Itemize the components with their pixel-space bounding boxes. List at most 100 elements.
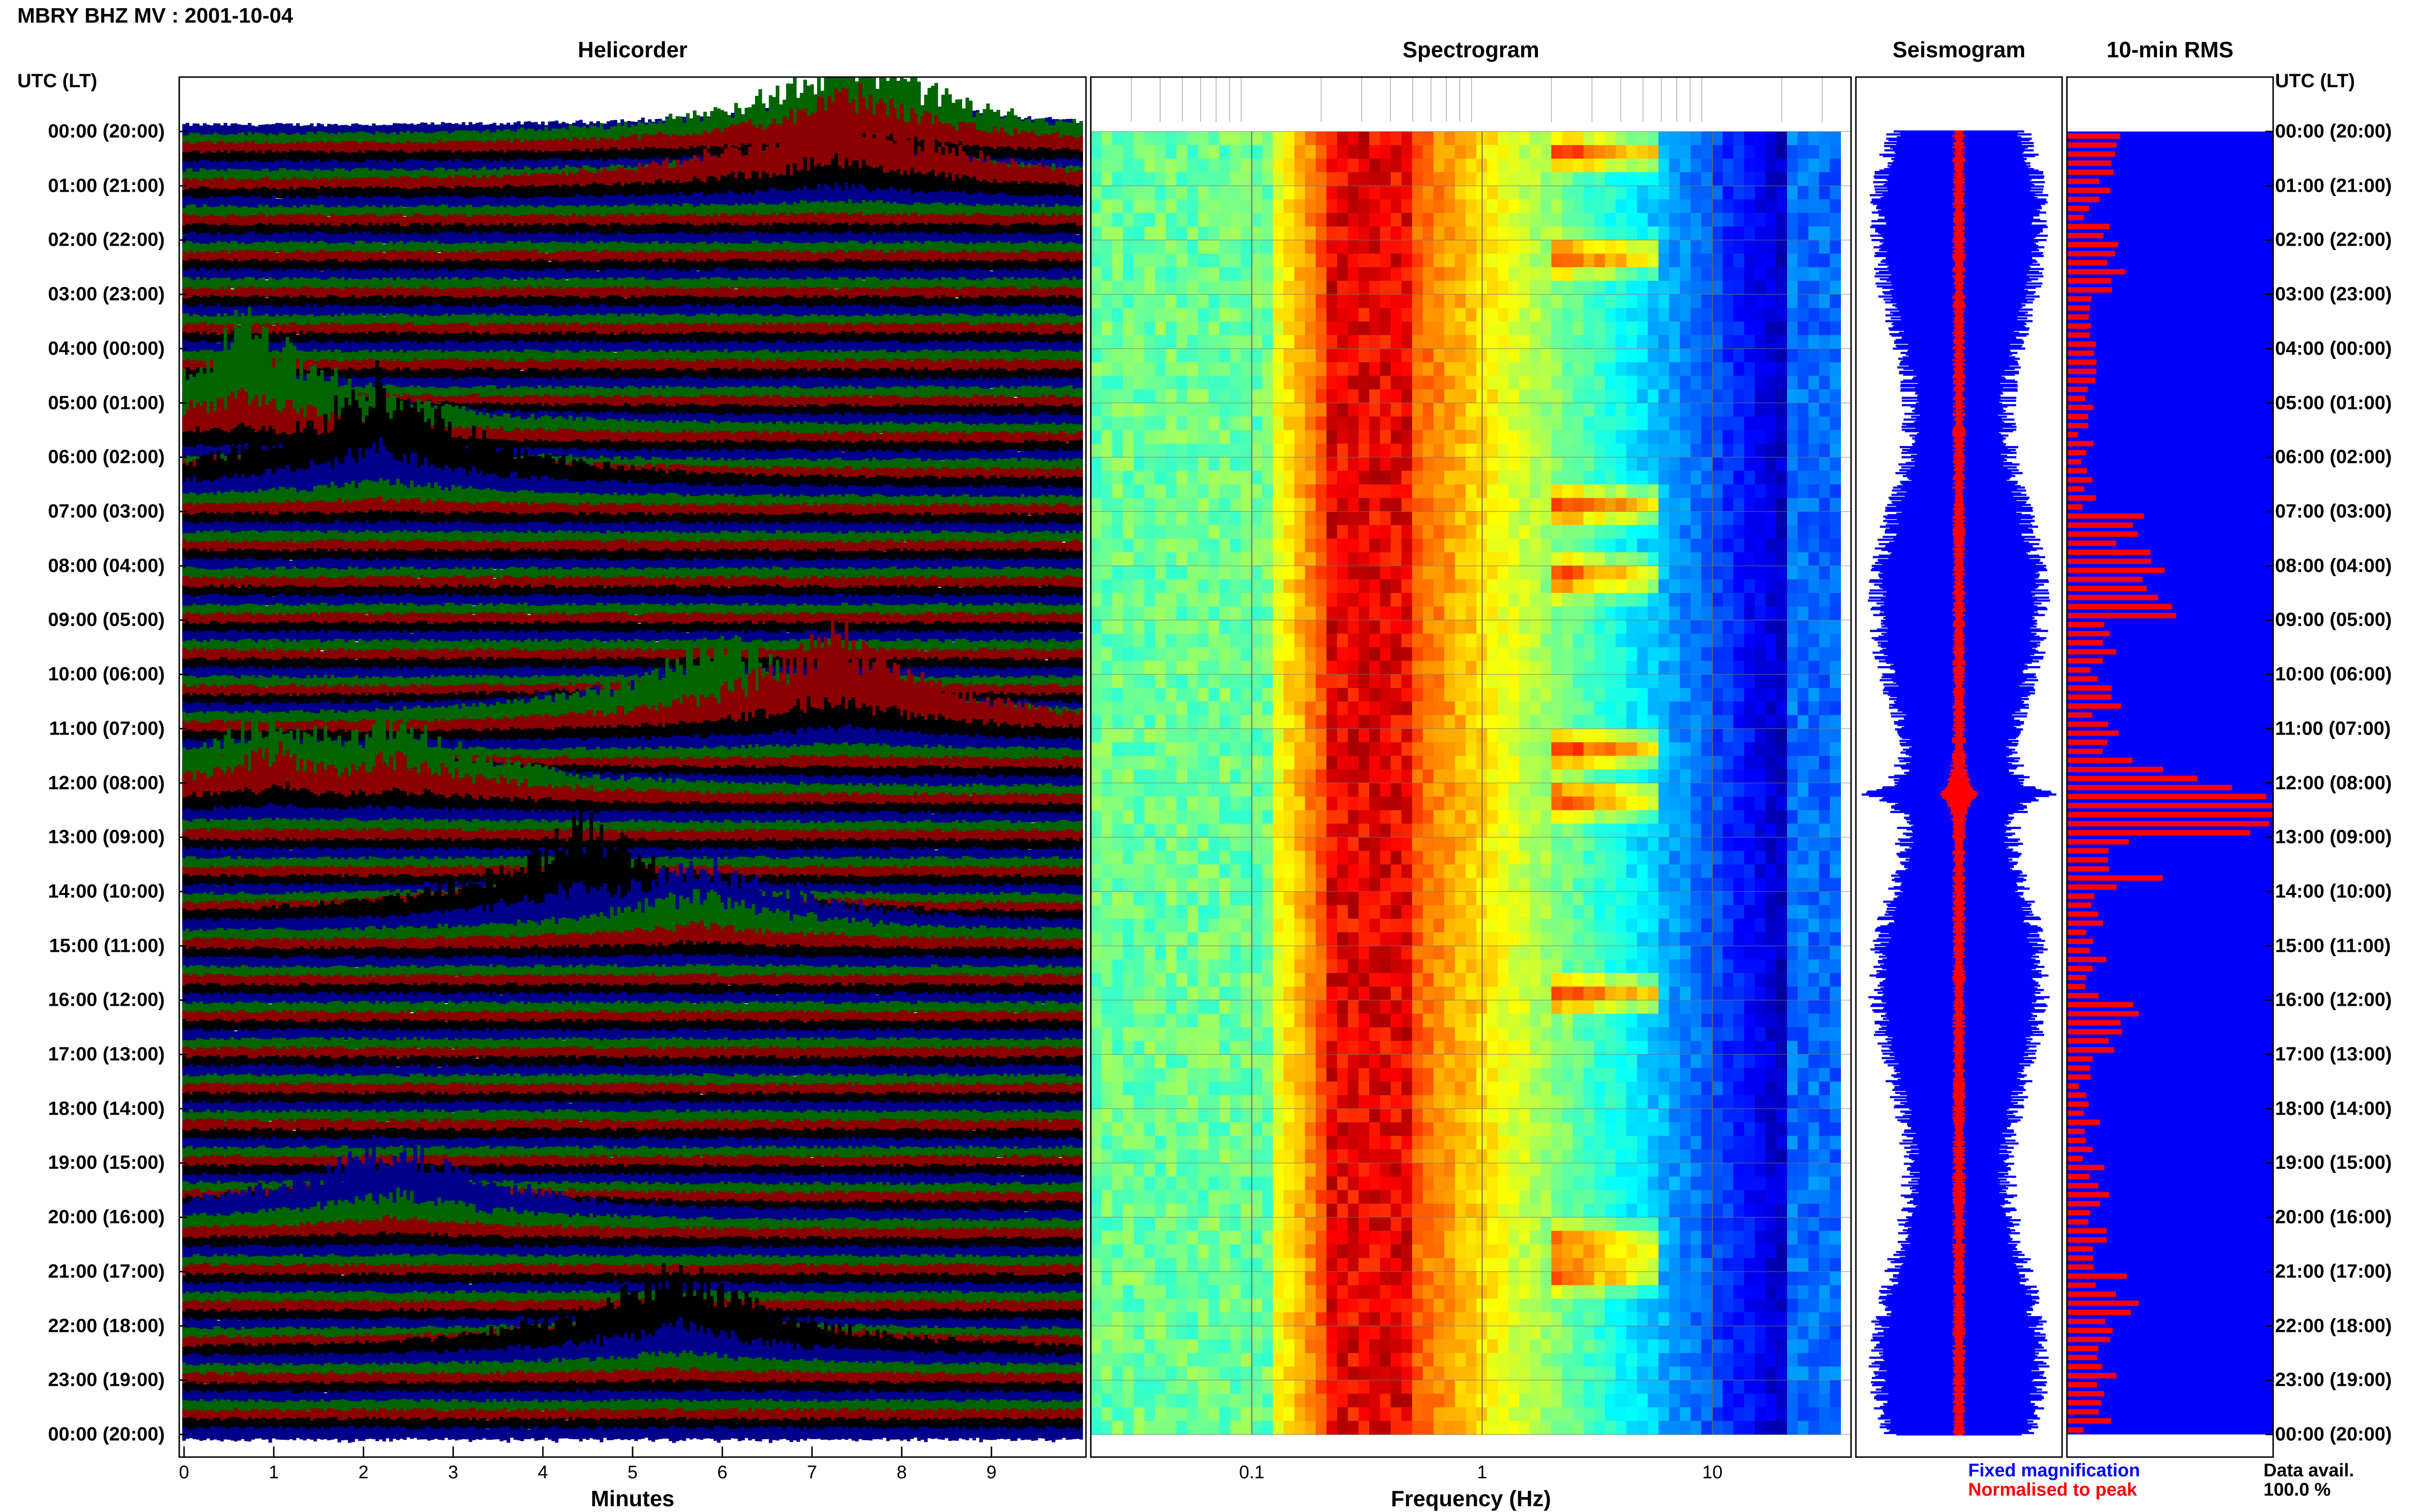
rms-bar [2067,658,2103,664]
station-title: MBRY BHZ MV : 2001-10-04 [17,4,293,27]
helicorder-trace [182,1262,1083,1280]
helicorder-trace [182,258,1083,276]
rms-bar [2067,766,2163,772]
rms-bar [2067,341,2096,347]
rms-bar [2067,1409,2099,1415]
rms-bar [2067,296,2091,302]
time-label-right: 04:00 (00:00) [2275,338,2392,359]
rms-bar [2067,1201,2100,1207]
data-availability-value: 100.0 % [2263,1480,2331,1500]
rms-bar [2067,1345,2099,1352]
rms-bar [2067,287,2112,293]
time-label-left: 17:00 (13:00) [48,1043,165,1065]
helicorder-trace [182,602,1083,619]
helicorder-trace [182,1037,1083,1054]
time-label-left: 15:00 (11:00) [49,935,165,957]
rms-bar [2067,1002,2133,1008]
rms-bar [2067,567,2165,573]
rms-bar [2067,1011,2139,1017]
time-label-left: 05:00 (01:00) [48,392,165,414]
helicorder-trace [182,973,1083,990]
time-label-left: 13:00 (09:00) [48,826,165,848]
rms-bar [2067,1373,2117,1379]
rms-bar [2067,929,2087,935]
helicorder-x-tick: 7 [807,1462,817,1483]
time-label-right: 07:00 (03:00) [2275,500,2392,522]
helicorder-trace [182,1118,1083,1135]
rms-bar [2067,1210,2091,1216]
helicorder-trace [182,940,1083,969]
time-label-left: 01:00 (21:00) [48,175,165,197]
helicorder-trace [182,276,1083,294]
rms-bar [2067,233,2104,238]
rms-bar [2067,187,2110,193]
time-label-right: 17:00 (13:00) [2275,1043,2392,1065]
helicorder-trace [182,963,1083,982]
rms-bar [2067,1400,2102,1406]
rms-bar [2067,577,2143,582]
rms-bar [2067,694,2112,700]
helicorder-trace [182,1027,1083,1045]
rms-bar [2067,974,2086,980]
rms-bar [2067,812,2273,817]
helicorder-trace [182,199,1083,226]
rms-bar [2067,368,2097,374]
time-label-right: 02:00 (22:00) [2275,229,2392,250]
rms-bar [2067,1065,2090,1071]
rms-bar [2067,1137,2086,1144]
rms-bar [2067,911,2099,917]
rms-bar [2067,305,2090,311]
rms-bar [2067,712,2092,718]
rms-bar [2067,1074,2091,1080]
helicorder-trace [182,1010,1083,1026]
time-label-left: 11:00 (07:00) [49,718,165,739]
rms-bar [2067,251,2115,257]
rms-bar [2067,703,2121,709]
helicorder-trace [182,1000,1083,1018]
rms-bar [2067,540,2117,546]
helicorder-trace [182,1350,1083,1391]
time-label-right: 03:00 (23:00) [2275,283,2392,305]
time-label-right: 22:00 (18:00) [2275,1315,2392,1337]
rms-bar [2067,486,2084,492]
rms-bar [2067,1056,2092,1062]
time-label-left: 07:00 (03:00) [48,500,165,522]
spectrogram-x-tick: 0.1 [1239,1462,1265,1483]
helicorder-trace [182,593,1083,610]
rms-bar [2067,359,2097,365]
time-label-right: 14:00 (10:00) [2275,881,2392,902]
rms-bar [2067,386,2088,392]
helicorder-trace [182,1398,1083,1416]
rms-bar [2067,1129,2085,1134]
rms-bar [2067,558,2151,564]
helicorder-plot [179,77,1086,1457]
time-label-left: 00:00 (20:00) [48,120,165,142]
rms-bar [2067,1029,2122,1035]
rms-bar [2067,667,2091,673]
rms-bar [2067,477,2093,483]
helicorder-trace [182,1253,1083,1271]
time-label-right: 09:00 (05:00) [2275,609,2392,631]
rms-bar [2067,957,2106,962]
helicorder-trace [182,837,1083,855]
rms-bar [2067,414,2088,420]
helicorder-x-tick: 1 [268,1462,279,1483]
spectrogram-x-tick: 1 [1477,1462,1487,1483]
rms-bar [2067,133,2120,139]
helicorder-x-tick: 5 [627,1462,638,1483]
helicorder-trace [182,331,1083,348]
helicorder-trace [182,539,1083,556]
helicorder-trace [182,1272,1083,1289]
rms-bar [2067,405,2094,410]
rms-bar [2067,649,2117,655]
plot-frames [178,76,2274,1458]
seismogram-plot [1856,77,2062,1457]
helicorder-trace [182,520,1083,539]
rms-bar [2067,1337,2110,1342]
rms-bar [2067,1228,2107,1234]
spectrogram-plot [1091,77,1851,1457]
rms-bar [2067,441,2094,447]
rms-bar [2067,586,2147,592]
helicorder-trace [182,566,1083,583]
data-availability-label: Data avail. [2263,1460,2354,1481]
